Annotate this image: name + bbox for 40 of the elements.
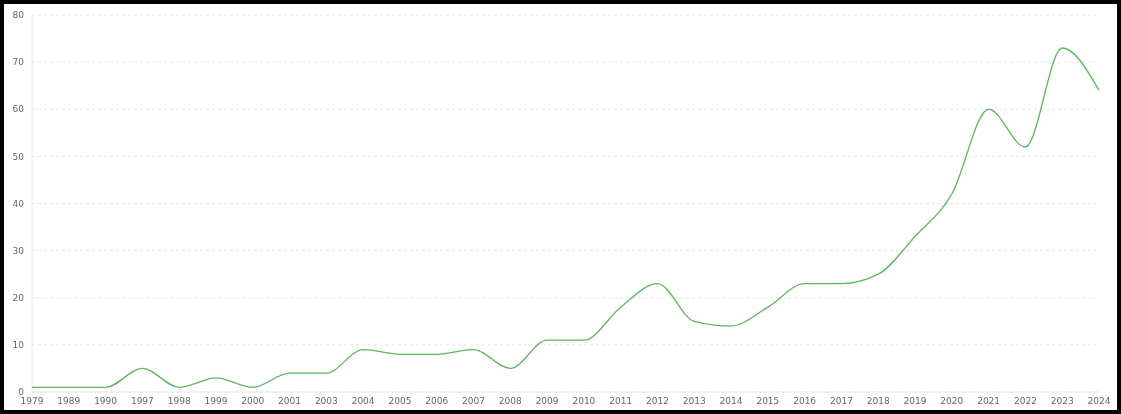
x-tick-label: 2020 — [940, 396, 964, 406]
y-tick-label: 30 — [12, 245, 25, 256]
x-tick-label: 2022 — [1013, 396, 1037, 406]
y-tick-label: 10 — [12, 340, 25, 351]
x-tick-label: 2012 — [646, 396, 669, 406]
x-tick-label: 2015 — [756, 396, 780, 406]
x-tick-label: 1979 — [20, 396, 44, 406]
x-tick-label: 2011 — [609, 396, 633, 406]
x-tick-label: 2001 — [278, 396, 301, 406]
x-tick-label: 2018 — [866, 396, 890, 406]
x-tick-label: 2014 — [719, 396, 743, 406]
x-tick-label: 2024 — [1087, 396, 1111, 406]
line-series — [31, 47, 1100, 388]
x-tick-label: 2000 — [241, 396, 265, 406]
x-tick-label: 2023 — [1050, 396, 1074, 406]
y-tick-label: 70 — [12, 57, 25, 68]
y-tick-label: 80 — [12, 10, 25, 21]
x-tick-label: 1990 — [94, 396, 118, 406]
x-tick-label: 2008 — [498, 396, 523, 406]
x-tick-label: 2006 — [425, 396, 449, 406]
y-tick-label: 50 — [12, 151, 25, 162]
x-tick-label: 2004 — [351, 396, 375, 406]
x-tick-label: 1998 — [167, 396, 191, 406]
x-tick-label: 1989 — [57, 396, 81, 406]
x-tick-label: 2005 — [388, 396, 412, 406]
x-tick-label: 2021 — [977, 396, 1001, 406]
x-tick-label: 1999 — [204, 396, 228, 406]
y-tick-label: 0 — [18, 387, 25, 398]
x-tick-label: 2003 — [314, 396, 338, 406]
x-tick-label: 2009 — [535, 396, 559, 406]
x-tick-label: 2007 — [462, 396, 485, 406]
x-tick-label: 2016 — [793, 396, 817, 406]
x-tick-label: 2010 — [572, 396, 596, 406]
y-tick-label: 40 — [12, 198, 25, 209]
x-tick-label: 1997 — [130, 396, 154, 406]
x-tick-label: 2013 — [682, 396, 706, 406]
y-tick-label: 60 — [12, 104, 25, 115]
y-tick-label: 20 — [12, 292, 25, 303]
x-tick-label: 2017 — [830, 396, 853, 406]
x-tick-label: 2019 — [903, 396, 927, 406]
